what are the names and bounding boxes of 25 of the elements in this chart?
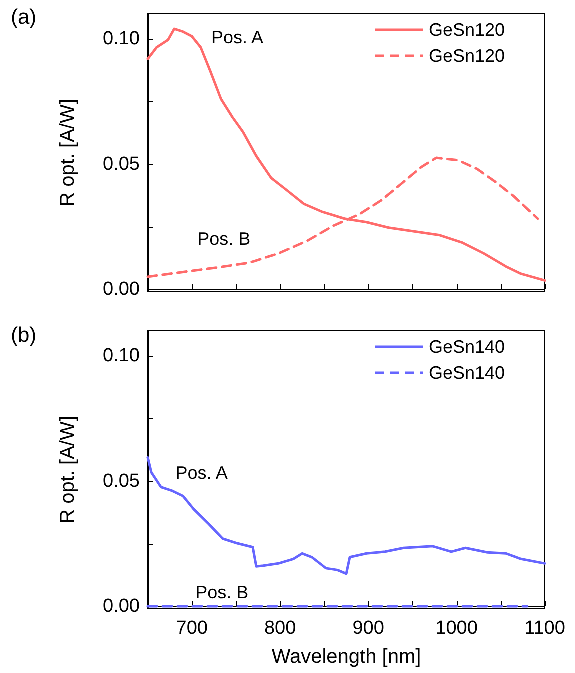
- x-tick-label: 800: [264, 618, 296, 639]
- y-axis-title: R opt. [A/W]: [57, 416, 79, 524]
- y-tick-label: 0.10: [103, 346, 140, 367]
- annotation: Pos. B: [196, 582, 249, 602]
- x-tick-label: 1000: [436, 618, 478, 639]
- annotation: Pos. B: [198, 229, 251, 250]
- y-tick-label: 0.00: [103, 278, 140, 300]
- x-tick-label: 700: [176, 618, 208, 639]
- legend-label: GeSn140: [429, 337, 506, 357]
- y-axis-title: R opt. [A/W]: [57, 99, 79, 207]
- y-tick-label: 0.05: [103, 154, 140, 175]
- legend-label: GeSn120: [429, 20, 506, 40]
- chart-title: (b): [11, 324, 37, 347]
- legend-label: GeSn140: [429, 363, 506, 383]
- legend-label: GeSn120: [429, 46, 506, 66]
- y-tick-label: 0.00: [103, 596, 140, 617]
- x-axis-title: Wavelength [nm]: [272, 646, 422, 668]
- annotation: Pos. A: [176, 462, 228, 483]
- annotation: Pos. A: [212, 28, 264, 48]
- y-tick-label: 0.05: [103, 470, 140, 492]
- x-tick-label: 900: [352, 618, 384, 639]
- chart-title: (a): [11, 6, 37, 29]
- x-tick-label: 1100: [524, 618, 566, 639]
- line-series: [146, 456, 546, 576]
- y-tick-label: 0.10: [103, 28, 140, 50]
